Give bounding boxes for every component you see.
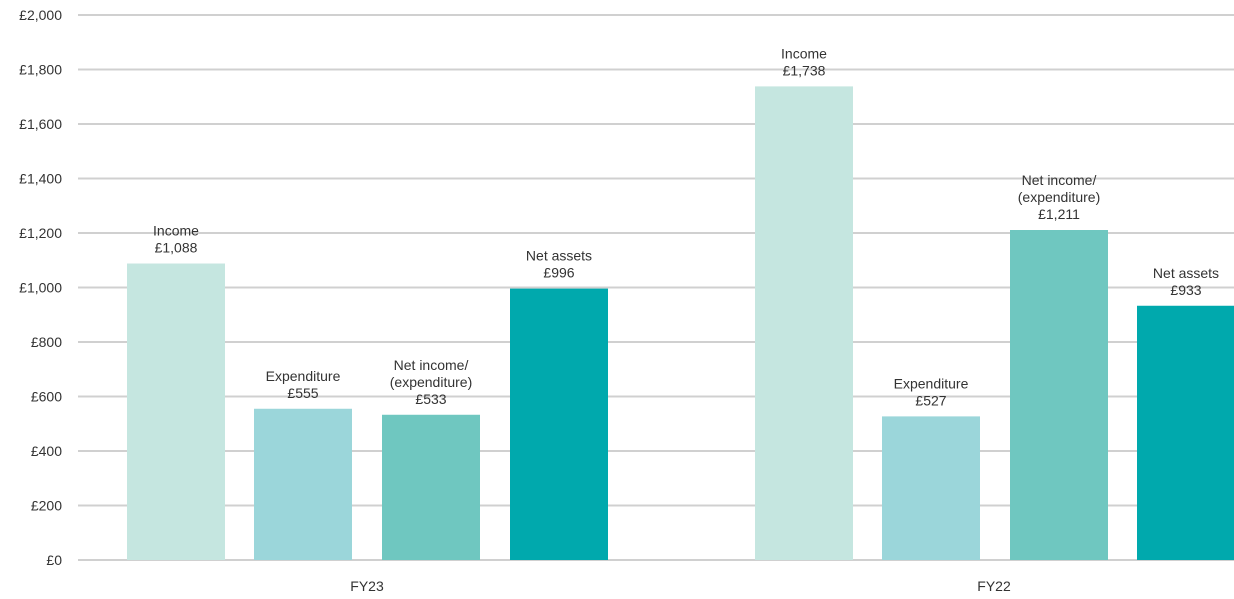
y-tick-label: £1,400 (19, 171, 62, 187)
bar-value-label: £533 (415, 391, 446, 407)
y-tick-label: £1,800 (19, 62, 62, 78)
x-category-label: FY23 (350, 578, 384, 594)
bar-value-label: £1,738 (783, 62, 826, 78)
bar-series-label: Expenditure (266, 368, 341, 384)
bar-series-label: Expenditure (894, 375, 969, 391)
bar-fy22-series-0 (755, 86, 853, 561)
y-tick-label: £0 (46, 552, 62, 568)
bar-value-label: £933 (1170, 282, 1201, 298)
bar-series-label: Net assets (526, 248, 592, 264)
bar-value-label: £527 (915, 392, 946, 408)
x-category-label: FY22 (977, 578, 1011, 594)
bar-value-label: £1,211 (1038, 206, 1080, 222)
bar-fy23-series-2 (382, 414, 480, 560)
y-tick-label: £200 (31, 498, 62, 514)
x-axis-category-labels: FY23 FY22 (350, 578, 1011, 594)
bars (127, 86, 1234, 561)
bar-series-label: Income (153, 223, 199, 239)
bar-value-label: £1,088 (155, 240, 198, 256)
bar-value-label: £555 (287, 385, 318, 401)
y-axis-tick-labels: £0 £200 £400 £600 £800 £1,000 £1,200 £1,400 £1,6… (19, 7, 62, 568)
y-tick-label: £400 (31, 443, 62, 459)
bar-fy22-series-2 (1010, 230, 1108, 560)
bar-value-label: £996 (543, 265, 574, 281)
bar-fy23-series-0 (127, 263, 225, 560)
bar-series-label: Net assets (1153, 265, 1219, 281)
bar-series-label: Net income/ (394, 357, 469, 373)
y-tick-label: £1,600 (19, 116, 62, 132)
y-tick-label: £1,000 (19, 280, 62, 296)
y-tick-label: £2,000 (19, 7, 62, 23)
y-tick-label: £1,200 (19, 225, 62, 241)
bar-series-label: (expenditure) (390, 374, 473, 390)
y-tick-label: £800 (31, 334, 62, 350)
bar-series-label: (expenditure) (1018, 189, 1101, 205)
y-tick-label: £600 (31, 389, 62, 405)
data-labels: £1,088Income£1,738Income£555Expenditure£… (153, 45, 1219, 408)
bar-fy23-series-1 (254, 408, 352, 560)
bar-fy22-series-3 (1137, 305, 1234, 560)
bar-fy22-series-1 (882, 416, 980, 560)
bar-fy23-series-3 (510, 288, 608, 560)
bar-series-label: Income (781, 45, 827, 61)
bar-series-label: Net income/ (1022, 172, 1097, 188)
